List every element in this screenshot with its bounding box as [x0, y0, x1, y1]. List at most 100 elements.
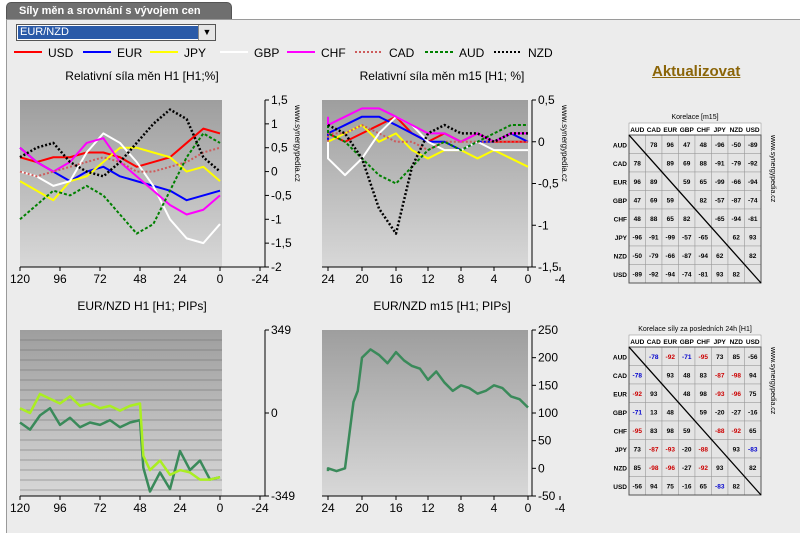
- matrix-value: 93: [716, 271, 724, 278]
- matrix-value: -92: [649, 271, 659, 278]
- matrix-value: -57: [715, 197, 725, 204]
- legend-label: JPY: [184, 46, 207, 60]
- legend-swatch: [287, 51, 315, 53]
- matrix-value: 69: [683, 160, 691, 167]
- x-tick-label: 48: [133, 272, 147, 286]
- matrix-border: [628, 134, 762, 284]
- plot-area: [20, 330, 222, 496]
- matrix-row-header: USD: [613, 272, 627, 279]
- chevron-down-icon[interactable]: ▼: [198, 25, 215, 40]
- matrix-value: -20: [682, 446, 692, 453]
- matrix-value: 94: [650, 483, 658, 490]
- matrix-col-header: CAD: [647, 127, 661, 134]
- matrix-value: -92: [732, 428, 742, 435]
- matrix-value: -20: [715, 409, 725, 416]
- matrix-value: -79: [649, 253, 659, 260]
- matrix-value: 93: [716, 465, 724, 472]
- x-tick-label: 120: [10, 272, 30, 286]
- legend-swatch: [83, 51, 111, 53]
- y-tick-label: 50: [538, 434, 552, 448]
- y-tick-label: -2: [271, 260, 282, 274]
- matrix-col-header: JPY: [714, 339, 727, 346]
- matrix-value: -56: [748, 354, 758, 361]
- series-line-jpy: [19, 146, 221, 202]
- y-tick-label: 1: [271, 117, 278, 131]
- matrix-diagonal: [628, 346, 762, 496]
- x-tick-label: 20: [355, 501, 369, 515]
- matrix-value: 78: [650, 142, 658, 149]
- watermark-text: www.synergypedia.cz: [293, 104, 302, 182]
- matrix-col-header: EUR: [663, 127, 677, 134]
- y-tick-label: 150: [538, 378, 558, 392]
- x-tick-label: 0: [525, 272, 532, 286]
- currency-pair-select[interactable]: EUR/NZD ▼: [16, 24, 216, 41]
- series-line-aud: [327, 124, 528, 185]
- matrix-value: 82: [683, 216, 691, 223]
- matrix-value: 82: [700, 197, 708, 204]
- matrix-value: -98: [732, 372, 742, 379]
- matrix-value: 65: [700, 179, 708, 186]
- matrix-value: 82: [733, 271, 741, 278]
- x-tick-label: 24: [321, 501, 335, 515]
- matrix-value: -87: [715, 372, 725, 379]
- series-line-chf: [327, 107, 528, 143]
- matrix-row-header: AUD: [613, 142, 627, 149]
- matrix-value: -27: [732, 409, 742, 416]
- series-line-gbp: [327, 115, 528, 177]
- matrix-value: 59: [683, 428, 691, 435]
- matrix-value: 65: [700, 483, 708, 490]
- matrix-value: 96: [667, 142, 675, 149]
- x-tick-label: 96: [53, 501, 67, 515]
- matrix-row-header: NZD: [614, 465, 628, 472]
- matrix-value: 94: [749, 372, 757, 379]
- matrix-value: 96: [634, 179, 642, 186]
- matrix-row-header: AUD: [613, 354, 627, 361]
- matrix-value: -91: [715, 160, 725, 167]
- x-tick-label: 48: [133, 501, 147, 515]
- matrix-value: -56: [633, 483, 643, 490]
- matrix-value: -91: [649, 234, 659, 241]
- matrix-value: -89: [633, 271, 643, 278]
- matrix-value: -96: [633, 234, 643, 241]
- chart-title: EUR/NZD m15 [H1; PIPs]: [373, 299, 510, 313]
- matrix-value: -92: [666, 354, 676, 361]
- matrix-value: 88: [700, 160, 708, 167]
- matrix-value: -94: [699, 253, 709, 260]
- matrix-value: -87: [732, 197, 742, 204]
- x-tick-label: -24: [251, 272, 269, 286]
- y-tick-label: 250: [538, 323, 558, 337]
- refresh-button[interactable]: Aktualizovat: [652, 63, 741, 80]
- series-line-nzd: [19, 108, 221, 178]
- matrix-value: 78: [634, 160, 642, 167]
- matrix-value: -95: [699, 354, 709, 361]
- x-tick-label: 4: [491, 272, 498, 286]
- matrix-value: -94: [666, 271, 676, 278]
- x-tick-label: 8: [458, 501, 465, 515]
- x-tick-label: 120: [10, 501, 30, 515]
- matrix-value: -96: [732, 391, 742, 398]
- y-tick-label: 0: [271, 406, 278, 420]
- legend-label: EUR: [117, 46, 143, 60]
- matrix-col-header: EUR: [663, 339, 677, 346]
- y-tick-label: -349: [271, 489, 295, 503]
- x-tick-label: 24: [173, 501, 187, 515]
- matrix-col-header: GBP: [680, 127, 695, 134]
- tab-sily-men[interactable]: Síly měn a srovnání s vývojem cen: [6, 2, 232, 19]
- matrix-value: 59: [700, 409, 708, 416]
- y-tick-label: 0: [271, 165, 278, 179]
- legend-label: AUD: [459, 46, 485, 60]
- matrix-value: 85: [733, 354, 741, 361]
- matrix-border: [628, 346, 762, 496]
- x-tick-label: 24: [321, 272, 335, 286]
- series-line-aud: [19, 132, 221, 235]
- y-tick-label: -0,5: [271, 188, 292, 202]
- matrix-value: 88: [650, 216, 658, 223]
- watermark-text: www.synergypedia.cz: [769, 134, 776, 203]
- matrix-row-header: EUR: [613, 391, 627, 398]
- x-tick-label: 12: [421, 272, 435, 286]
- matrix-value: 62: [733, 234, 741, 241]
- matrix-value: 98: [667, 428, 675, 435]
- matrix-value: 89: [650, 179, 658, 186]
- x-tick-label: -24: [251, 501, 269, 515]
- x-tick-label: 72: [93, 272, 107, 286]
